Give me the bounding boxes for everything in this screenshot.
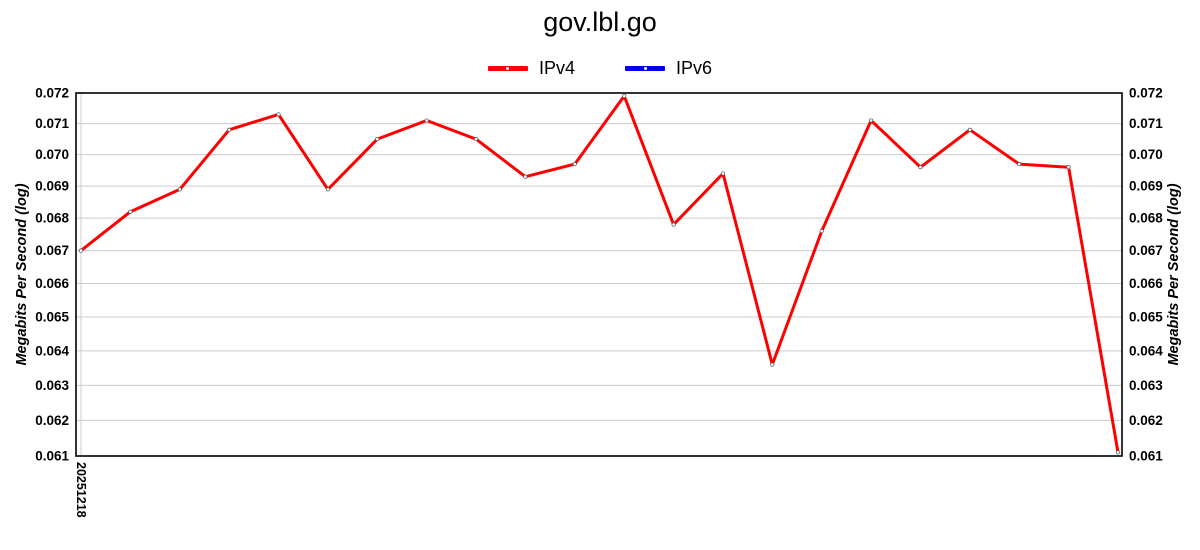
y-tick-label-right: 0.072 (1129, 86, 1163, 101)
y-tick-label-right: 0.062 (1129, 413, 1163, 428)
y-tick-label-left: 0.062 (35, 413, 69, 428)
ipv4-data-point (869, 118, 874, 123)
ipv4-data-point (1066, 165, 1071, 170)
y-tick-label-left: 0.067 (35, 243, 69, 258)
y-tick-label-left: 0.068 (35, 211, 69, 226)
y-tick-label-right: 0.070 (1129, 147, 1163, 162)
ipv4-data-point (276, 112, 281, 117)
ipv4-data-point (424, 118, 429, 123)
y-tick-label-right: 0.063 (1129, 378, 1163, 393)
y-tick-label-right: 0.071 (1129, 116, 1163, 131)
y-tick-label-left: 0.069 (35, 179, 69, 194)
ipv4-data-point (325, 187, 330, 192)
ipv4-line-swatch-icon (487, 66, 528, 71)
y-axis-label-right: Megabits Per Second (log) (1166, 183, 1182, 365)
y-tick-label-right: 0.064 (1129, 343, 1163, 358)
y-tick-label-left: 0.065 (35, 309, 69, 324)
plot-border (75, 92, 1123, 457)
y-axis-label-left: Megabits Per Second (log) (14, 183, 30, 365)
ipv4-data-point (177, 187, 182, 192)
ipv4-data-point (375, 137, 380, 142)
legend-item-ipv4: IPv4 (487, 58, 575, 79)
ipv4-data-point (819, 229, 824, 234)
ipv4-marker-dot-icon (506, 67, 510, 70)
ipv6-line-swatch-icon (625, 66, 665, 71)
ipv4-data-point (473, 137, 479, 142)
y-tick-label-right: 0.061 (1129, 449, 1163, 464)
y-tick-label-left: 0.064 (35, 343, 69, 358)
y-tick-label-left: 0.061 (35, 449, 69, 464)
ipv4-data-point (967, 127, 972, 132)
legend-item-ipv6: IPv6 (625, 58, 712, 79)
ipv4-data-point (720, 171, 726, 176)
y-tick-label-right: 0.065 (1129, 309, 1163, 324)
ipv6-marker-dot-icon (643, 67, 647, 70)
y-tick-label-left: 0.071 (35, 116, 69, 131)
ipv4-data-point (1017, 162, 1022, 167)
y-tick-label-right: 0.068 (1129, 211, 1163, 226)
chart-title: gov.lbl.go (543, 7, 657, 37)
legend-label-ipv6: IPv6 (676, 58, 713, 78)
ipv4-data-point (523, 174, 528, 179)
legend-label-ipv4: IPv4 (538, 58, 575, 78)
ipv4-data-point (918, 165, 923, 170)
y-tick-label-right: 0.067 (1129, 243, 1163, 258)
ipv4-data-point (128, 209, 133, 214)
ipv4-data-point (671, 222, 676, 227)
y-tick-label-left: 0.063 (35, 378, 69, 393)
y-tick-label-left: 0.072 (35, 86, 69, 101)
y-tick-label-right: 0.066 (1129, 276, 1163, 291)
chart-legend: IPv4 IPv6 (0, 58, 1200, 79)
ipv4-data-point (770, 362, 775, 367)
y-tick-label-left: 0.070 (35, 147, 69, 162)
ipv4-data-point (572, 162, 577, 167)
ipv4-data-point (227, 127, 232, 132)
ipv4-data-point (1115, 450, 1121, 455)
ipv4-line (79, 94, 1120, 454)
y-tick-label-left: 0.066 (35, 276, 69, 291)
ipv4-data-point (622, 93, 627, 99)
ipv4-data-point (78, 248, 84, 253)
y-tick-label-right: 0.069 (1129, 179, 1163, 194)
x-tick-label: 20251218 (74, 462, 88, 518)
